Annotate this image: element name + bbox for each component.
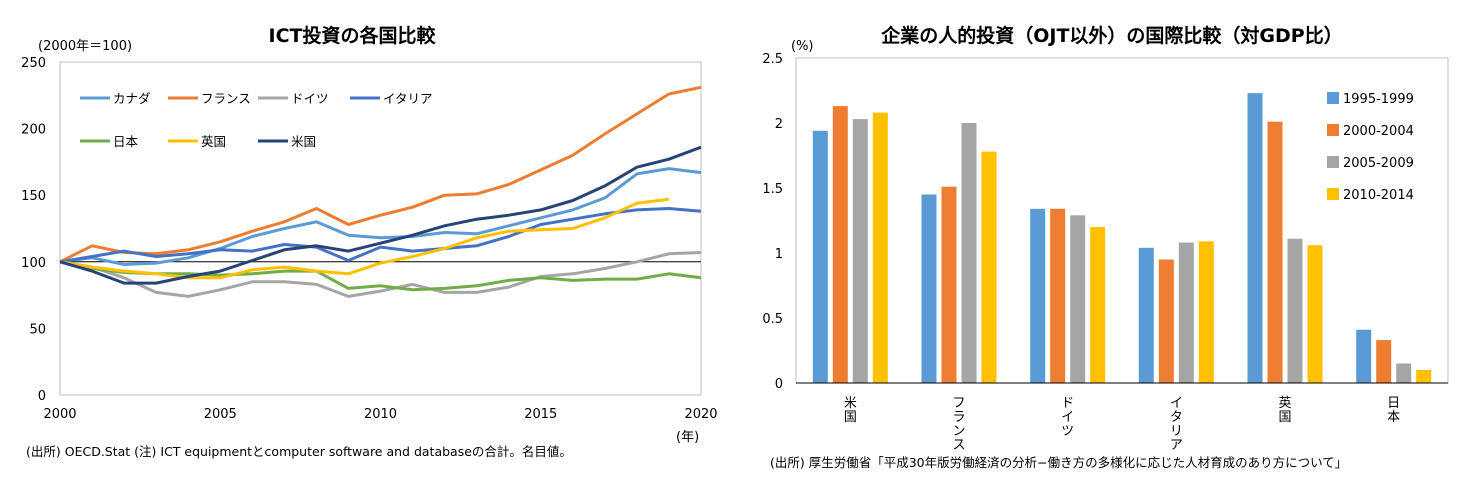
bar-3-1 — [1158, 259, 1174, 383]
bar-category-label: イタリア — [1170, 396, 1183, 453]
bar-legend-swatch — [1327, 124, 1339, 136]
bar-y-tick-label: 1 — [775, 247, 783, 262]
line-series-0 — [59, 167, 702, 266]
bar-3-2 — [1178, 242, 1194, 383]
line-legend-label: イタリア — [383, 91, 433, 106]
bar-4-2 — [1287, 238, 1303, 383]
bar-1-0 — [921, 194, 937, 383]
bar-y-tick-label: 0.5 — [762, 312, 783, 327]
line-y-tick-label: 150 — [21, 189, 46, 204]
line-y-tick-label: 250 — [21, 56, 46, 71]
bar-1-2 — [961, 123, 977, 383]
line-y-tick-label: 200 — [21, 123, 46, 138]
bar-2-1 — [1050, 208, 1066, 383]
line-chart-source-note: (出所) OECD.Stat (注) ICT equipmentとcompute… — [26, 444, 572, 459]
bar-legend-label: 2010-2014 — [1343, 188, 1414, 203]
line-x-tick-label: 2010 — [364, 407, 397, 422]
line-x-tick-label: 2015 — [524, 407, 557, 422]
line-series-6 — [59, 145, 702, 285]
line-legend-label: フランス — [201, 91, 251, 106]
bar-category-label: 米国 — [844, 396, 857, 425]
bar-legend-label: 1995-1999 — [1343, 92, 1414, 107]
bar-legend-label: 2005-2009 — [1343, 156, 1414, 171]
line-chart: 0 50 100 150 200 250 2000 2005 2010 2015 2020 カナダ フラ… — [21, 56, 717, 422]
line-chart-ylabel: (2000年＝100) — [38, 39, 132, 54]
bar-y-tick-label: 1.5 — [762, 182, 783, 197]
line-series-5 — [59, 197, 670, 280]
line-y-tick-label: 100 — [21, 256, 46, 271]
line-series-4 — [59, 260, 702, 292]
line-legend-label: 米国 — [291, 134, 316, 149]
bar-chart-source-note: (出所) 厚生労働省「平成30年版労働経済の分析−働き方の多様化に応じた人材育成… — [770, 455, 1347, 470]
line-x-tick-label: 2005 — [204, 407, 237, 422]
line-series-1 — [59, 85, 702, 264]
line-series-3 — [59, 207, 702, 264]
bar-3-0 — [1138, 247, 1154, 383]
line-y-tick-label: 0 — [38, 389, 46, 404]
line-legend-label: カナダ — [113, 91, 151, 106]
bar-2-2 — [1070, 215, 1086, 383]
bar-4-1 — [1267, 121, 1283, 383]
bar-legend-swatch — [1327, 188, 1339, 200]
bar-y-tick-label: 2.5 — [762, 52, 783, 67]
bar-4-3 — [1307, 245, 1323, 383]
bar-y-tick-label: 0 — [775, 377, 783, 392]
bar-1-3 — [981, 151, 997, 383]
bar-legend-swatch — [1327, 156, 1339, 168]
bar-legend-swatch — [1327, 92, 1339, 104]
bar-0-3 — [872, 112, 888, 383]
line-x-tick-label: 2020 — [684, 407, 717, 422]
bar-y-tick-label: 2 — [775, 117, 783, 132]
bar-chart: 0 0.5 1 1.5 2 2.5 米国 フランス ドイツ イタリア 英国 日本 1995-1999 20… — [762, 52, 1448, 453]
bar-3-3 — [1198, 241, 1214, 383]
bar-0-0 — [812, 130, 828, 383]
bar-0-2 — [852, 119, 868, 383]
bar-5-2 — [1396, 363, 1412, 383]
line-x-tick-label: 2000 — [43, 407, 76, 422]
line-chart-xlabel: (年) — [676, 430, 699, 445]
bar-4-0 — [1247, 93, 1263, 383]
bar-1-1 — [941, 186, 957, 383]
bar-category-label: フランス — [952, 396, 965, 453]
bar-category-label: ドイツ — [1061, 396, 1074, 439]
line-legend-label: 英国 — [201, 134, 226, 149]
bar-0-1 — [832, 106, 848, 383]
bar-2-3 — [1090, 227, 1106, 383]
line-legend-label: ドイツ — [291, 91, 329, 106]
bar-5-0 — [1356, 329, 1372, 383]
line-plot-area — [59, 61, 702, 396]
bar-5-3 — [1416, 370, 1432, 383]
bar-chart-title: 企業の人的投資（OJT以外）の国際比較（対GDP比） — [880, 24, 1342, 47]
line-y-tick-label: 50 — [29, 322, 46, 337]
bar-2-0 — [1030, 208, 1046, 383]
line-chart-title: ICT投資の各国比較 — [269, 24, 437, 47]
bar-category-label: 英国 — [1278, 396, 1291, 425]
bar-5-1 — [1376, 340, 1392, 383]
bar-category-label: 日本 — [1387, 396, 1400, 425]
line-series-2 — [59, 251, 702, 298]
line-legend-label: 日本 — [113, 134, 139, 149]
bar-chart-ylabel: (%) — [791, 39, 814, 54]
bar-legend-label: 2000-2004 — [1343, 124, 1414, 139]
